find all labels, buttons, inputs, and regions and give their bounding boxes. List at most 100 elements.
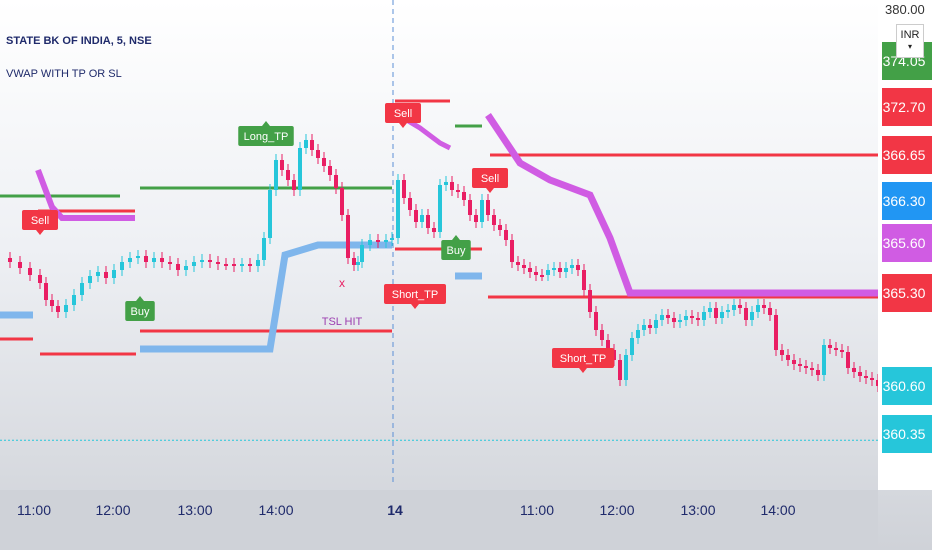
currency-button[interactable]: INR ▾ — [896, 24, 924, 58]
price-badge-label: 366.65 — [883, 147, 926, 163]
candle-body — [486, 200, 490, 215]
candle-body — [328, 166, 332, 175]
candle-body — [672, 318, 676, 322]
candle-body — [160, 258, 164, 262]
signal-text: Sell — [31, 215, 49, 227]
candle-body — [810, 368, 814, 370]
signal-text: Short_TP — [560, 353, 606, 365]
candle-body — [340, 188, 344, 215]
x-tick-label: 12:00 — [599, 502, 634, 518]
signal-box — [552, 348, 614, 368]
candle-body — [624, 355, 628, 380]
candle-body — [224, 264, 228, 266]
signal-label: Short_TP — [552, 348, 614, 373]
candle-body — [522, 265, 526, 268]
candle-body — [540, 275, 544, 277]
candle-body — [864, 376, 868, 378]
candle-body — [368, 240, 372, 245]
candle-body — [432, 228, 436, 232]
signal-pointer — [262, 121, 270, 126]
candle-body — [280, 160, 284, 170]
candle-body — [630, 338, 634, 355]
candle-body — [38, 275, 42, 283]
x-tick-label: 14:00 — [258, 502, 293, 518]
candle-body — [356, 262, 360, 265]
price-badge-label: 366.30 — [883, 193, 926, 209]
signal-text: Long_TP — [244, 131, 289, 143]
candle-body — [492, 215, 496, 225]
x-tick-label: 14 — [387, 502, 403, 518]
candle-body — [756, 305, 760, 312]
candle-body — [256, 260, 260, 266]
candles — [8, 134, 880, 392]
signal-text: Buy — [131, 306, 150, 318]
candle-body — [438, 185, 442, 232]
candle-body — [298, 148, 302, 190]
candle-body — [792, 360, 796, 364]
candle-body — [28, 268, 32, 275]
tsl-hit-label: TSL HIT — [322, 316, 363, 328]
candle-body — [346, 215, 350, 258]
candle-body — [444, 182, 448, 185]
candle-body — [128, 258, 132, 262]
candle-body — [322, 158, 326, 166]
candle-body — [510, 240, 514, 262]
candle-body — [780, 350, 784, 355]
candle-body — [176, 264, 180, 270]
candle-body — [468, 200, 472, 215]
signal-text: Sell — [481, 173, 499, 185]
candle-body — [714, 308, 718, 318]
signal-label: Short_TP — [384, 284, 446, 309]
vwap-band — [140, 241, 392, 353]
candle-body — [528, 268, 532, 272]
candle-body — [720, 312, 724, 318]
candle-body — [750, 312, 754, 320]
candle-body — [420, 215, 424, 222]
candle-body — [852, 368, 856, 372]
candle-body — [192, 262, 196, 266]
candle-body — [804, 366, 808, 368]
candle-body — [744, 308, 748, 320]
candle-body — [414, 210, 418, 222]
candle-body — [696, 318, 700, 320]
time-axis — [0, 490, 878, 550]
signal-text: Buy — [447, 245, 466, 257]
candle-body — [112, 270, 116, 278]
candle-body — [286, 170, 290, 180]
x-tick-label: 12:00 — [95, 502, 130, 518]
candle-body — [216, 262, 220, 264]
candle-body — [708, 308, 712, 312]
candle-body — [636, 330, 640, 338]
signal-pointer — [486, 188, 494, 193]
candle-body — [462, 192, 466, 200]
x-tick-label: 13:00 — [177, 502, 212, 518]
candle-body — [200, 260, 204, 262]
candle-body — [576, 265, 580, 270]
signal-label: Buy — [441, 235, 471, 260]
candle-body — [822, 345, 826, 375]
signal-text: Short_TP — [392, 289, 438, 301]
candle-body — [564, 268, 568, 272]
candle-body — [480, 200, 484, 222]
candle-body — [786, 355, 790, 360]
candle-body — [316, 150, 320, 158]
candle-body — [582, 270, 586, 290]
vwap-band — [485, 113, 878, 297]
signal-label: Sell — [472, 168, 508, 193]
candle-body — [600, 330, 604, 340]
candle-body — [304, 140, 308, 148]
price-badge — [882, 274, 932, 312]
candle-body — [504, 230, 508, 240]
candle-body — [408, 198, 412, 210]
candle-body — [390, 238, 394, 240]
tsl-x-marker: x — [339, 276, 345, 290]
price-badge — [882, 415, 932, 453]
chevron-down-icon: ▾ — [907, 42, 912, 51]
candle-body — [334, 175, 338, 188]
candle-body — [594, 312, 598, 330]
signal-pointer — [579, 368, 587, 373]
signal-box — [441, 240, 471, 260]
candle-body — [168, 262, 172, 264]
